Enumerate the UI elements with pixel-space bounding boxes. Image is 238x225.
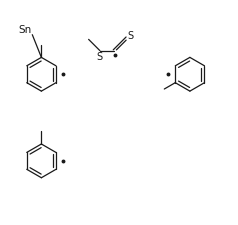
Text: S: S bbox=[96, 52, 102, 62]
Text: S: S bbox=[128, 31, 134, 41]
Text: Sn: Sn bbox=[18, 25, 31, 35]
